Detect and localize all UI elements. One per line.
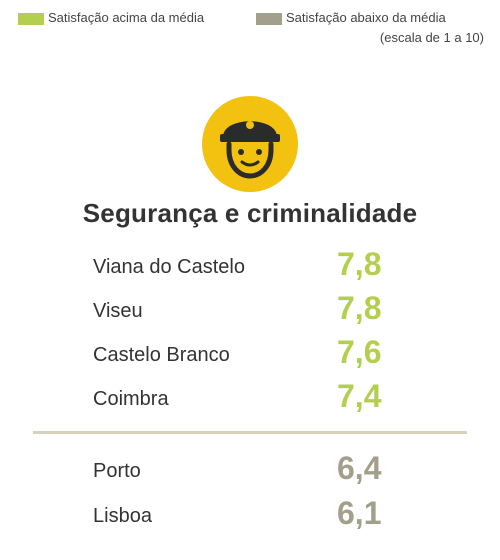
satisfaction-value: 7,4: [337, 378, 382, 414]
city-name: Porto: [93, 460, 141, 482]
legend: Satisfação acima da média Satisfação aba…: [18, 6, 486, 56]
table-row: Viseu 7,8: [0, 290, 500, 330]
satisfaction-value: 7,6: [337, 334, 382, 370]
section-divider: [33, 431, 467, 434]
legend-label-below: Satisfação abaixo da média: [286, 10, 446, 25]
city-name: Coimbra: [93, 388, 169, 410]
satisfaction-value: 7,8: [337, 246, 382, 282]
table-row: Viana do Castelo 7,8: [0, 246, 500, 286]
satisfaction-value: 6,1: [337, 495, 382, 531]
chart-title: Segurança e criminalidade: [82, 198, 418, 228]
scale-note: (escala de 1 a 10): [379, 30, 484, 45]
police-officer-icon: [202, 96, 298, 192]
legend-swatch-below: [256, 13, 282, 25]
table-row: Castelo Branco 7,6: [0, 334, 500, 374]
legend-swatch-above: [18, 13, 44, 25]
satisfaction-value: 6,4: [337, 450, 382, 486]
icon-background: [202, 96, 298, 192]
city-name: Lisboa: [93, 505, 152, 527]
legend-label-above: Satisfação acima da média: [48, 10, 205, 25]
table-row: Lisboa 6,1: [0, 495, 500, 535]
city-name: Viseu: [93, 300, 143, 322]
city-name: Castelo Branco: [93, 344, 230, 366]
satisfaction-value: 7,8: [337, 290, 382, 326]
table-row: Coimbra 7,4: [0, 378, 500, 418]
table-row: Porto 6,4: [0, 450, 500, 490]
city-name: Viana do Castelo: [93, 256, 245, 278]
